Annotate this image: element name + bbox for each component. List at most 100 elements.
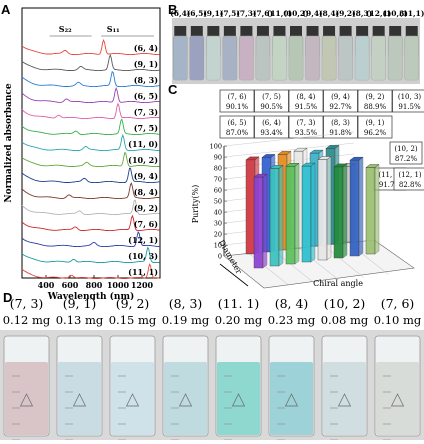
purity-bar [334,167,343,258]
vial-liquid [256,54,270,80]
vial-cap [290,26,302,36]
beaker-chirality: (9, 1) [63,296,97,311]
beaker-mass: 0.23 mg [268,313,316,327]
label-chirality: (7, 5) [262,93,281,101]
label-chirality: (9, 1) [366,119,385,127]
vial-cap [224,26,236,36]
y-tick-label: 30 [214,220,222,228]
label-purity: 96.2% [364,129,387,137]
beaker-chirality: (7, 6) [381,296,415,311]
beaker-liquid [270,362,313,435]
panel-c-letter: C [168,82,177,97]
annotation-s22: S₂₂ [59,24,72,34]
label-chirality: (10, 2) [394,145,418,153]
x-tick-label: 1000 [107,280,130,290]
label-purity: 87.2% [395,155,418,163]
panel-d: D (7, 3)0.12 mg(9, 1)0.13 mg(9, 2)0.15 m… [0,292,424,440]
beaker-photo: (7, 3)0.12 mg(9, 1)0.13 mg(9, 2)0.15 mg(… [0,292,424,440]
vial-liquid [272,54,286,80]
vial-liquid [322,54,336,80]
label-purity: 93.4% [260,129,283,137]
label-purity: 82.8% [399,181,422,189]
label-chirality: (12, 1) [398,171,422,179]
label-chirality: (6, 5) [228,119,247,127]
series-label: (9, 4) [134,171,158,181]
vial-cap [174,26,186,36]
purity-bar [366,167,375,254]
beaker-liquid [58,362,101,435]
bar-side [295,163,299,264]
vial-liquid [190,54,204,80]
label-chirality: (8, 3) [331,119,350,127]
vial-label: (11,1) [399,9,424,18]
beaker-mass: 0.12 mg [3,313,51,327]
vial-liquid [206,54,220,80]
vial-cap [389,26,401,36]
vial-liquid [405,54,419,80]
series-label: (7, 5) [134,123,158,133]
panel-a-letter: A [1,2,10,17]
y-tick-label: 80 [214,165,222,173]
y-tick-label: 90 [214,154,222,162]
bar-side [343,164,347,258]
purity-bar [254,177,263,268]
label-purity: 91.5% [295,103,318,111]
beaker-chirality: (11. 1) [218,296,260,311]
purity-bar [286,166,295,264]
series-label: (12, 1) [128,235,158,245]
panel-c: C (7, 6)90.1%(7, 5)90.5%(8, 4)91.5%(9, 4… [168,86,424,292]
x-tick-label: 800 [86,280,103,290]
y-tick-label: 20 [214,231,222,239]
x-tick-label: 600 [62,280,79,290]
beaker-mass: 0.08 mg [321,313,369,327]
beaker-chirality: (10, 2) [324,296,366,311]
beaker-mass: 0.15 mg [109,313,157,327]
series-label: (8, 3) [134,75,158,85]
vial-liquid [239,54,253,80]
vial-liquid [355,54,369,80]
bar-side [359,157,363,256]
x-tick-label: 400 [38,280,55,290]
series-label: (10, 2) [128,155,158,165]
vial-cap [191,26,203,36]
series-label: (11, 0) [128,139,158,149]
x-axis-label: Chiral angle [313,279,363,288]
vial-cap [207,26,219,36]
bar-side [375,164,379,254]
vial-cap [373,26,385,36]
purity-bar [270,168,279,266]
beaker-mass: 0.19 mg [162,313,210,327]
beaker-mass: 0.10 mg [374,313,422,327]
bar-side [327,156,331,260]
x-tick-label: 1200 [131,280,154,290]
vial-liquid [173,54,187,80]
bar-side [263,174,267,268]
beaker-liquid [376,362,419,435]
vial-liquid [289,54,303,80]
y-tick-label: 100 [210,143,222,151]
label-chirality: (6, 4) [262,119,281,127]
vial-cap [323,26,335,36]
series-label: (6, 4) [134,43,158,53]
y-tick-label: 60 [214,187,222,195]
vial-photo: (6,4)(6,5)(9,1)(7,5)(7,3)(7,6)(11,0)(10,… [168,8,424,88]
beaker-liquid [323,362,366,435]
label-chirality: (7, 3) [297,119,316,127]
purity-bar [318,159,327,260]
label-chirality: (9, 2) [366,93,385,101]
y-tick-label: 70 [214,176,222,184]
vial-cap [340,26,352,36]
vial-cap [240,26,252,36]
panel-b: B (6,4)(6,5)(9,1)(7,5)(7,3)(7,6)(11,0)(1… [168,8,424,88]
label-purity: 92.7% [329,103,352,111]
purity-bar [350,160,359,256]
vial-liquid [339,54,353,80]
annotation-s11: S₁₁ [107,24,120,34]
beaker-mass: 0.20 mg [215,313,263,327]
series-label: (10, 3) [128,251,158,261]
series-label: (7, 6) [134,219,158,229]
beaker-liquid [217,362,260,435]
beaker-chirality: (9, 2) [116,296,150,311]
y-axis-label: Purity(%) [191,185,200,224]
